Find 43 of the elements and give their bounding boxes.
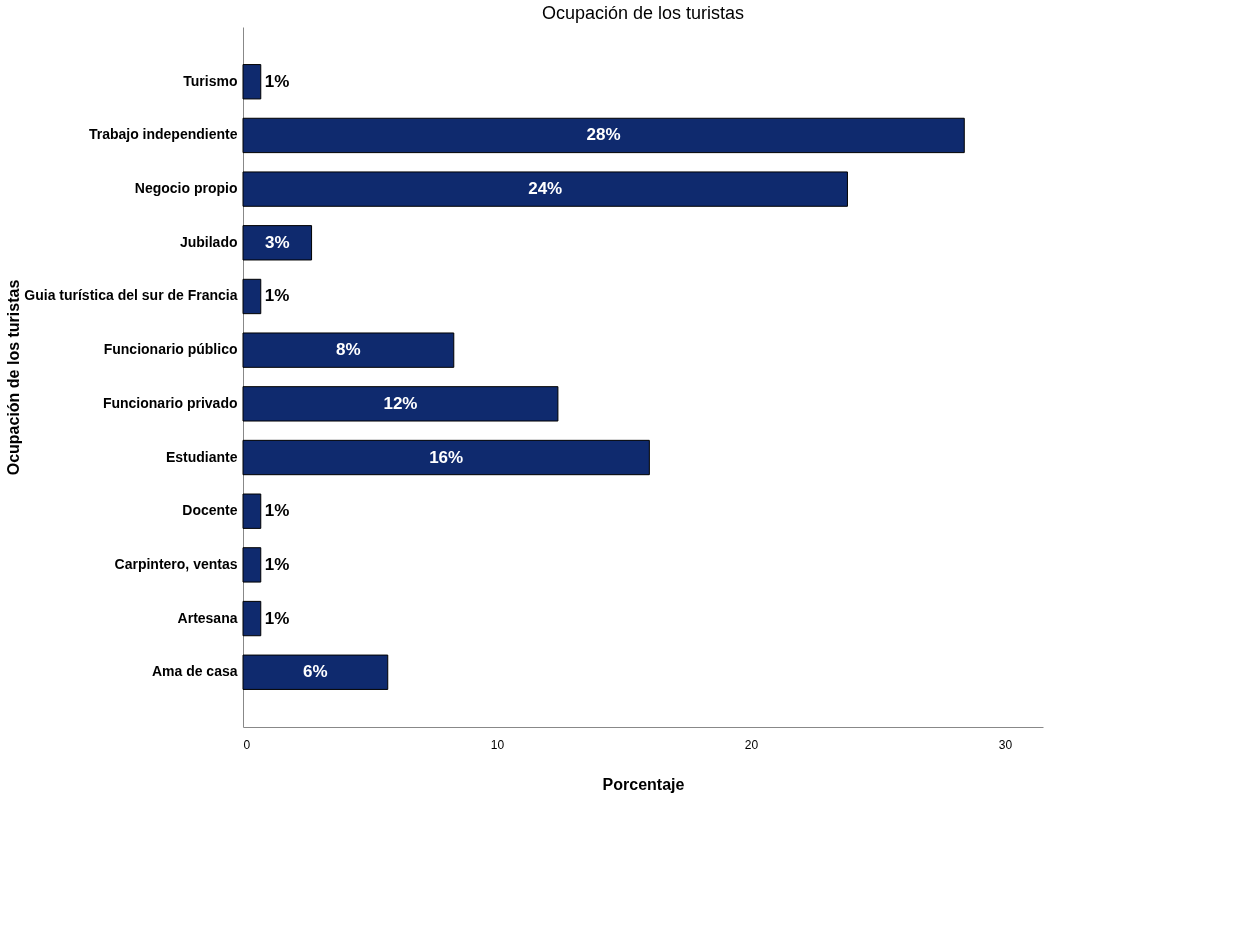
bar	[242, 439, 650, 476]
bar	[242, 278, 262, 315]
bar	[242, 64, 262, 100]
data-label: 6%	[303, 662, 328, 682]
y-tick-label: Jubilado	[179, 233, 238, 250]
bar	[242, 171, 848, 207]
data-label: 3%	[265, 232, 290, 252]
bar	[242, 654, 389, 690]
y-tick-label: Trabajo independiente	[88, 126, 238, 143]
data-label: 12%	[383, 393, 418, 413]
y-tick-label: Estudiante	[165, 448, 238, 465]
y-tick-label: Ama de casa	[151, 663, 238, 680]
data-label: 1%	[264, 608, 290, 628]
x-tick-label: 10	[490, 737, 505, 752]
x-axis-title: Porcentaje	[602, 775, 685, 793]
x-tick-label: 30	[998, 737, 1013, 752]
data-label: 8%	[336, 340, 361, 360]
data-label: 28%	[586, 125, 621, 145]
y-tick-label: Negocio propio	[134, 180, 238, 197]
bar	[242, 386, 559, 422]
y-tick-label: Guia turística del sur de Francia	[24, 287, 238, 304]
chart-title: Ocupación de los turistas	[541, 3, 745, 23]
y-tick-label: Turismo	[183, 72, 238, 89]
y-tick-label: Funcionario privado	[102, 394, 238, 411]
x-tick-label: 0	[243, 737, 251, 752]
bar	[242, 117, 965, 154]
y-tick-label: Carpintero, ventas	[114, 555, 238, 572]
data-label: 16%	[429, 447, 464, 467]
bar	[242, 493, 262, 529]
data-label: 1%	[264, 501, 290, 521]
bar	[242, 225, 313, 261]
data-label: 1%	[264, 71, 290, 91]
y-tick-label: Docente	[182, 502, 238, 519]
bar	[242, 600, 262, 637]
data-label: 24%	[528, 179, 563, 199]
data-label: 1%	[264, 286, 290, 306]
data-label: 1%	[264, 554, 290, 574]
y-axis-title: Ocupación de los turistas	[4, 279, 22, 476]
bar	[242, 332, 455, 368]
bar	[242, 547, 262, 583]
x-tick-label: 20	[744, 737, 759, 752]
y-tick-label: Artesana	[177, 609, 238, 626]
y-tick-label: Funcionario público	[103, 341, 238, 358]
